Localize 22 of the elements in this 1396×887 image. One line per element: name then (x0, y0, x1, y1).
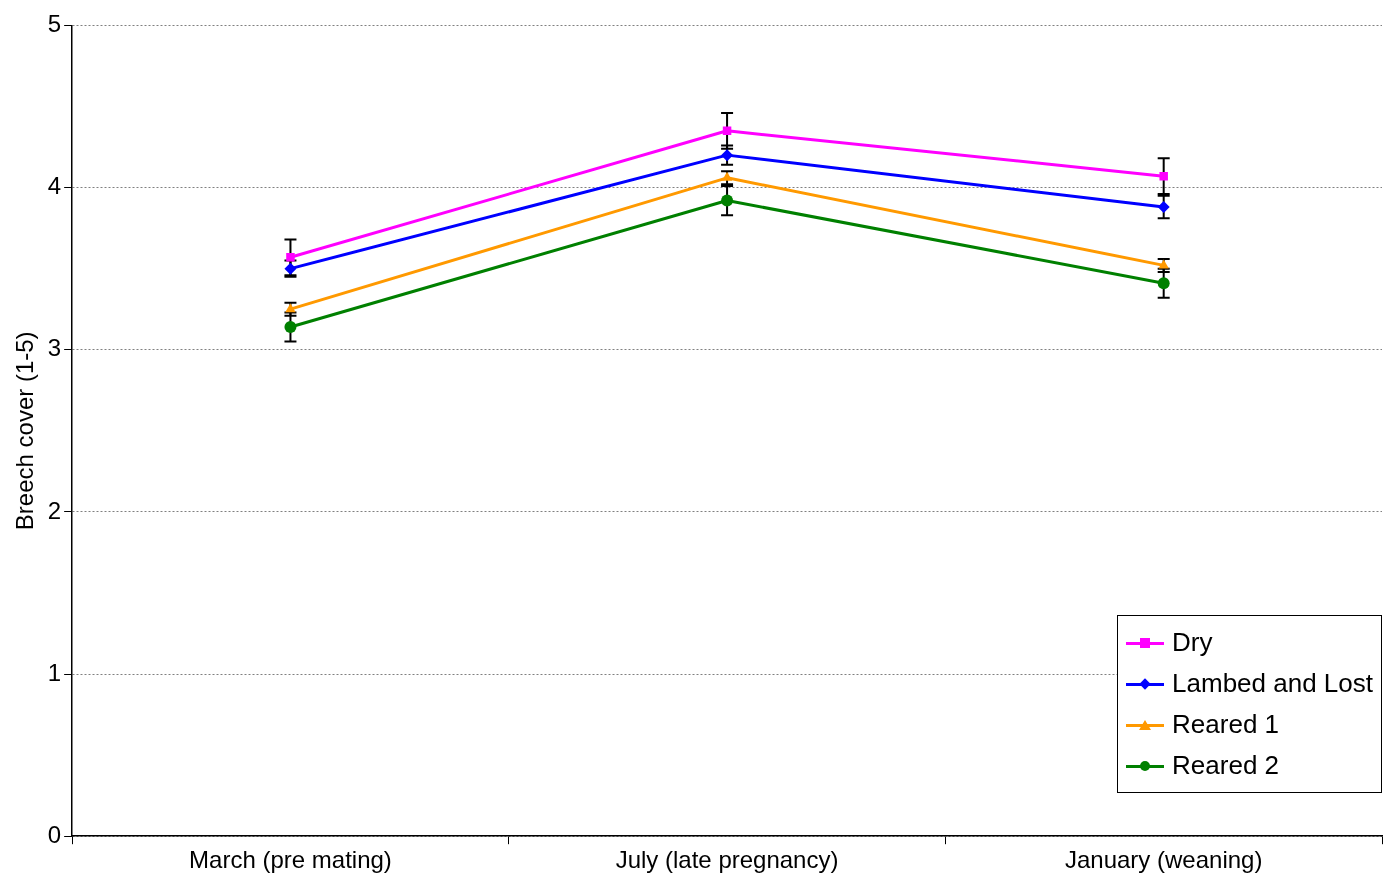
point (284, 321, 297, 334)
y-tick-label: 0 (47, 820, 62, 848)
y-tick-label: 4 (47, 172, 62, 200)
legend-label: Reared 1 (1172, 708, 1280, 741)
legend-label: Lambed and Lost (1172, 667, 1373, 700)
y-axis-title: Breech cover (1-5) (11, 331, 39, 531)
y-tick-label: 1 (47, 658, 62, 686)
point (286, 253, 295, 262)
point (1157, 201, 1170, 214)
point (721, 171, 733, 181)
x-tick-label: March (pre mating) (189, 846, 392, 874)
point (285, 303, 296, 313)
y-tick-label: 5 (47, 10, 62, 38)
point (1159, 171, 1168, 181)
x-tick-label: July (late pregnancy) (615, 846, 839, 874)
y-tick-label: 2 (47, 496, 62, 524)
y-tick-label: 3 (47, 334, 62, 362)
legend-label: Reared 2 (1172, 749, 1280, 782)
legend-label: Dry (1172, 626, 1213, 659)
x-tick-label: January (weaning) (1064, 846, 1263, 874)
point (721, 194, 734, 207)
point (1157, 277, 1170, 290)
